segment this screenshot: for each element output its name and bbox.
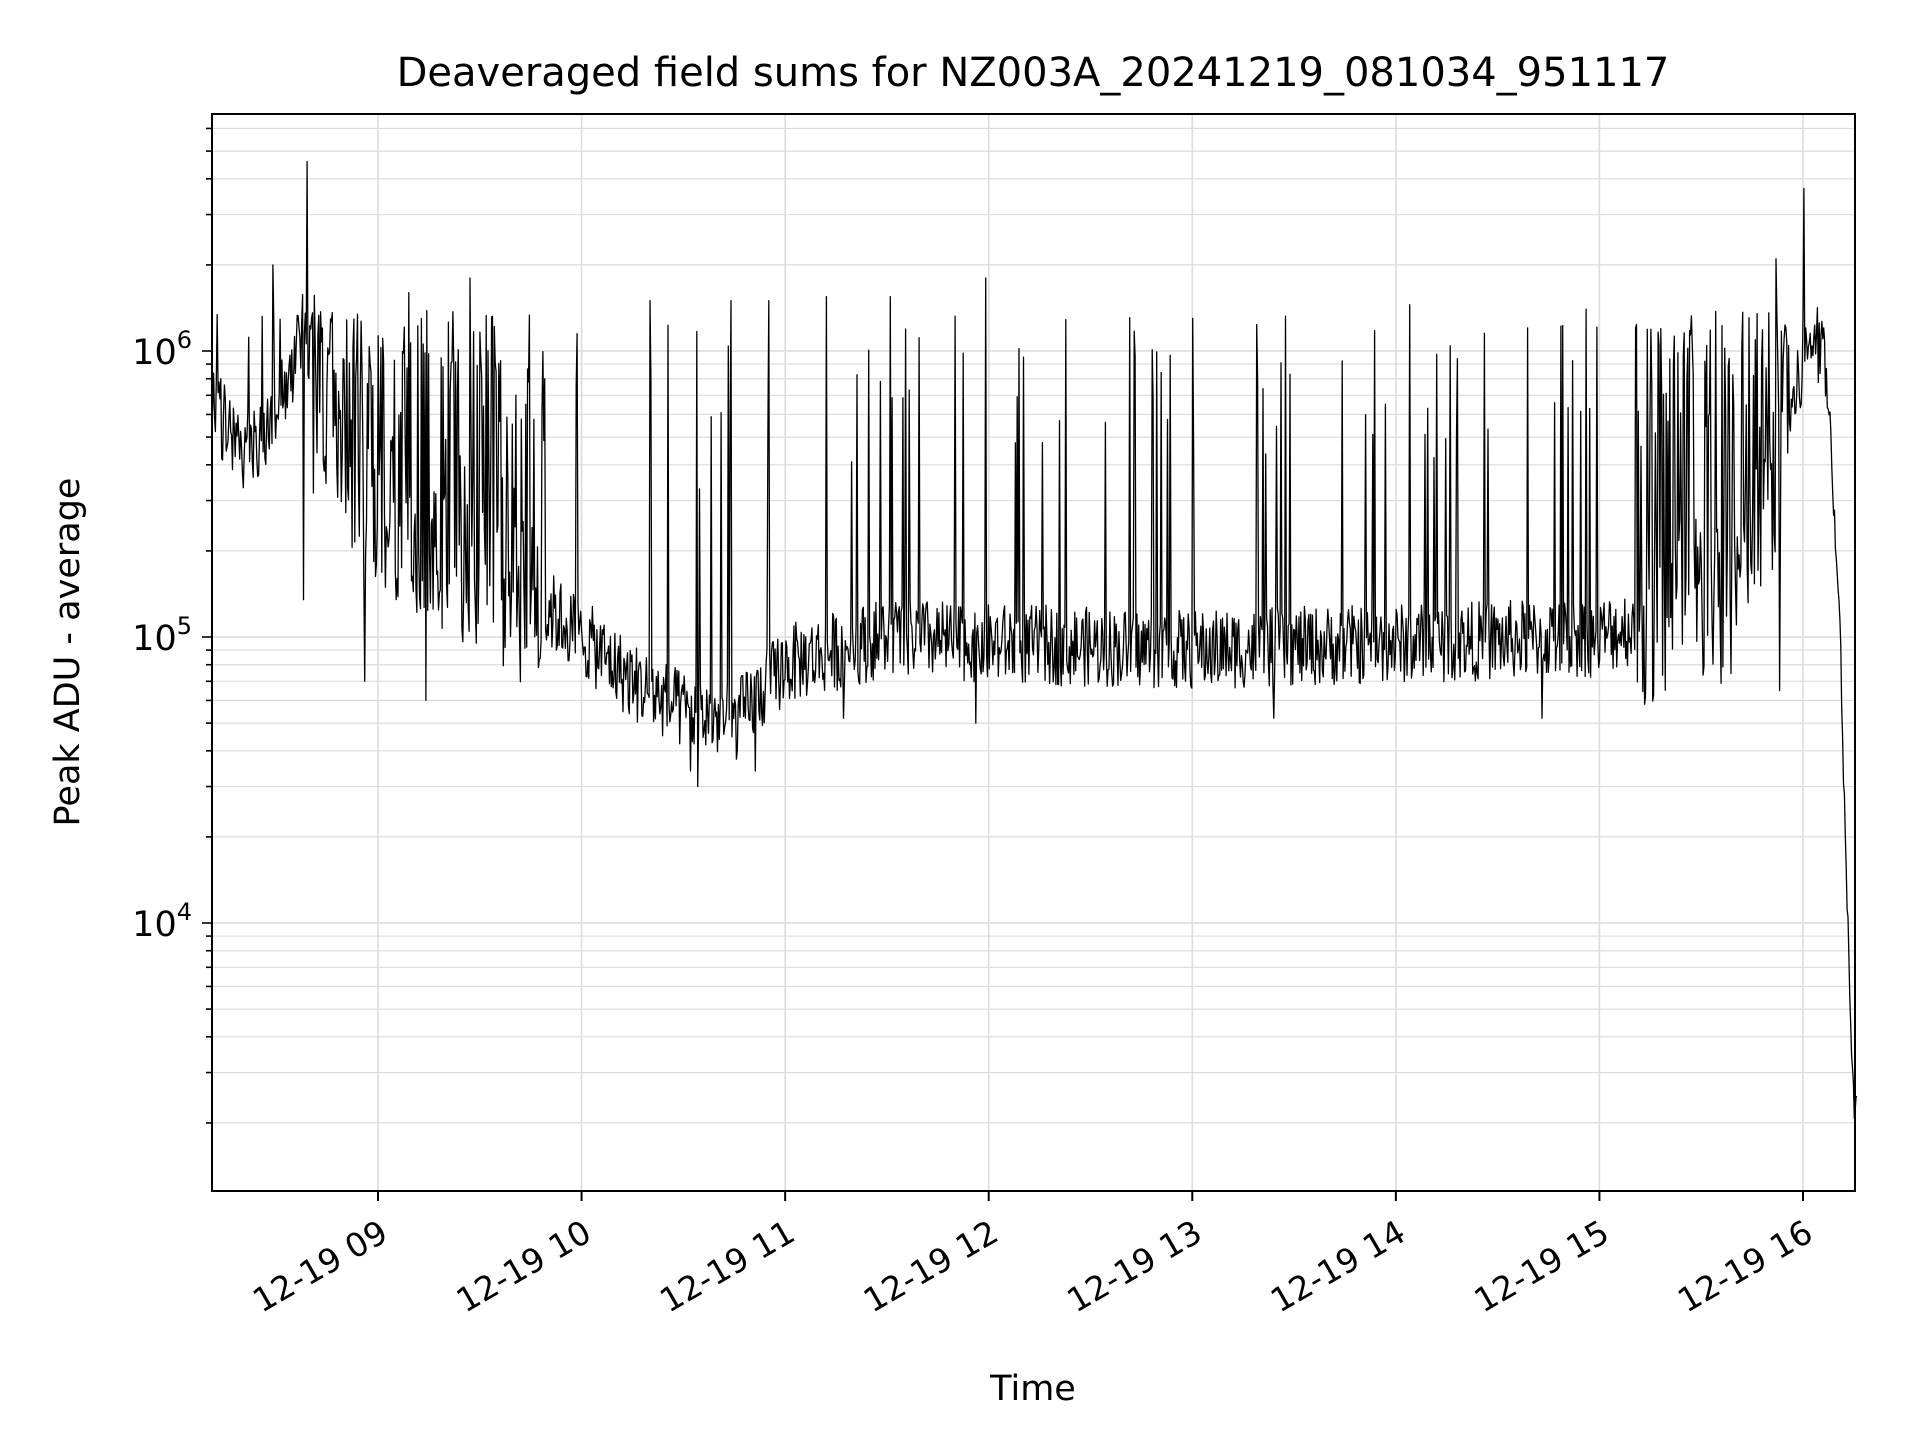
y-tick-label: 105 (132, 612, 192, 659)
axes-frame (211, 113, 1856, 1192)
plot-area (211, 160, 1858, 1120)
chart-title: Deaveraged field sums for NZ003A_2024121… (397, 50, 1670, 96)
y-axis-label: Peak ADU - average (48, 478, 88, 827)
y-tick-label: 104 (132, 898, 192, 945)
y-tick-label: 106 (132, 326, 192, 373)
series-line (211, 160, 1858, 1120)
x-axis-label: Time (989, 1369, 1076, 1409)
y-axis-ticks: 104 105 106 (132, 127, 212, 1124)
